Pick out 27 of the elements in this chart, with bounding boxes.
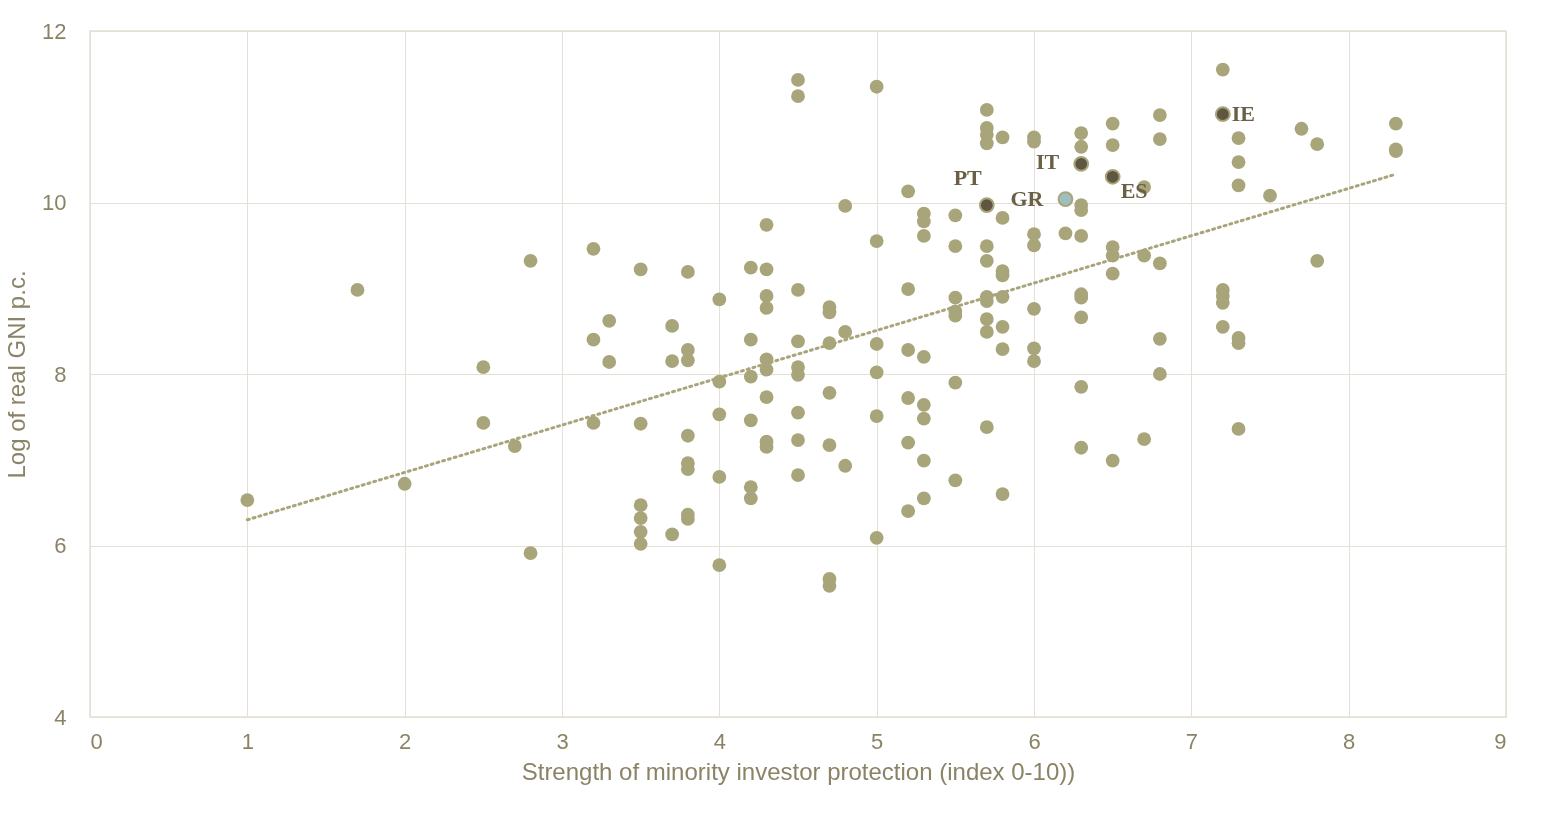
x-tick-label: 7 <box>1185 728 1198 754</box>
point <box>1073 156 1090 172</box>
y-tick-label: 12 <box>42 18 67 44</box>
point <box>1057 191 1074 207</box>
series-label: ES <box>1120 177 1148 203</box>
series-label: GR <box>1010 186 1045 212</box>
point <box>1214 106 1231 123</box>
x-tick-label: 4 <box>713 728 726 754</box>
x-tick-label: 2 <box>399 728 412 754</box>
series-label: IT <box>1035 148 1060 174</box>
point <box>978 197 995 213</box>
y-axis-title: Log of real GNI p.c. <box>3 270 31 479</box>
y-tick-label: 10 <box>42 190 67 215</box>
x-tick-label: 8 <box>1343 728 1356 754</box>
x-tick-label: 3 <box>556 728 569 754</box>
y-tick-label: 8 <box>54 361 67 387</box>
y-tick-label: 6 <box>54 533 67 558</box>
y-tick-label: 4 <box>54 704 67 730</box>
x-tick-label: 6 <box>1028 728 1041 754</box>
series-label: PT <box>953 165 983 191</box>
point <box>1104 168 1121 185</box>
x-tick-label: 0 <box>90 728 103 754</box>
x-tick-label: 5 <box>871 728 884 754</box>
series-label: IE <box>1231 101 1256 127</box>
x-axis-title: Strength of minority investor protection (index 0-10)) <box>521 757 1076 785</box>
x-tick-label: 1 <box>241 728 254 754</box>
x-tick-label: 9 <box>1494 728 1507 754</box>
